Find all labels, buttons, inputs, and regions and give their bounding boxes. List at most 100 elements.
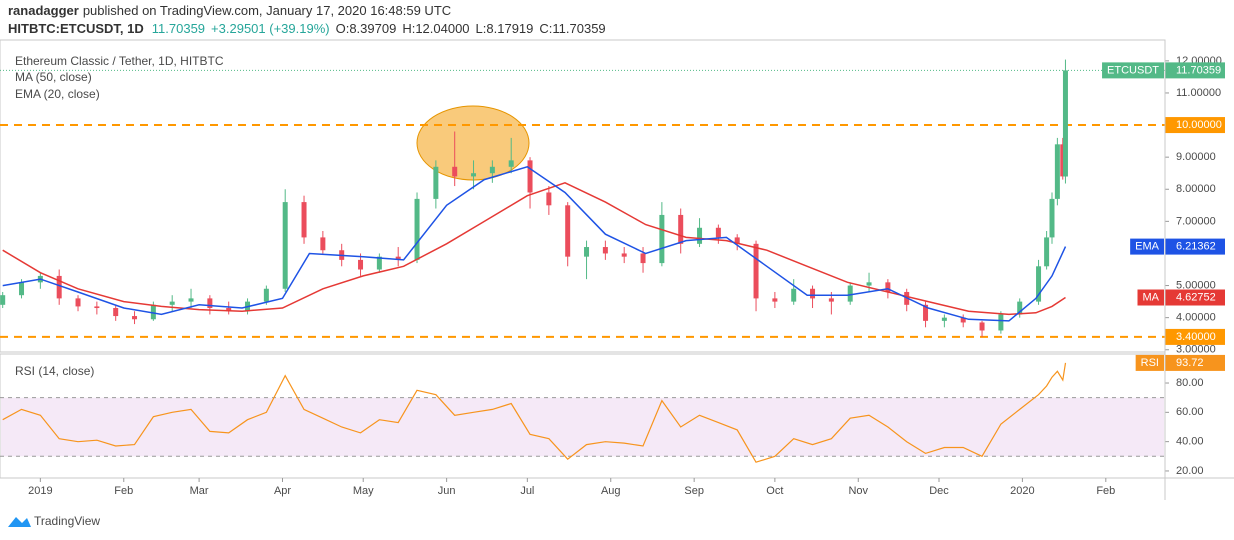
candle-body [584, 247, 590, 257]
candle-body [452, 166, 458, 177]
highlight-ellipse [416, 105, 530, 181]
candle-body [697, 227, 703, 244]
candle-body [0, 295, 6, 305]
published: published on TradingView.com, January 17… [83, 3, 451, 18]
candle-body [1060, 144, 1066, 177]
candle-body [1054, 144, 1060, 199]
candle-body [602, 247, 608, 254]
candle-body [866, 282, 872, 286]
candle-body [847, 285, 853, 302]
low: L:8.17919 [476, 21, 534, 36]
candle-body [489, 166, 495, 174]
tag-name: EMA [1135, 241, 1160, 253]
y-tick-label: 80.00 [1176, 377, 1204, 389]
x-tick-label: Sep [684, 485, 704, 497]
candle-body [207, 298, 213, 309]
candle-body [1036, 266, 1042, 302]
candle-body [1044, 237, 1050, 267]
close: C:11.70359 [539, 21, 605, 36]
candle-body [941, 317, 947, 321]
candle-body [734, 237, 740, 244]
x-tick-label: Feb [114, 485, 133, 497]
candle-body [753, 243, 759, 299]
candle-body [169, 301, 175, 305]
author: ranadagger [8, 3, 79, 18]
candle-body [659, 214, 665, 264]
axis-tag [1165, 328, 1225, 345]
x-tick-label: Feb [1096, 485, 1115, 497]
tag-name-box [1137, 289, 1164, 306]
axis-tag-label: 11.70359 [1176, 64, 1221, 76]
axis-tag-label: 4.62752 [1176, 291, 1216, 303]
x-tick-label: Jun [438, 485, 456, 497]
x-tick-label: Mar [190, 485, 209, 497]
tag-name: ETCUSDT [1107, 64, 1159, 76]
candle-body [471, 173, 477, 177]
candle-body [263, 288, 269, 302]
candle-body [885, 282, 891, 292]
symbol-line: HITBTC:ETCUSDT, 1D 11.70359 +3.29501 (+39.… [8, 21, 606, 36]
x-tick-label: 2019 [28, 485, 52, 497]
axis-tag-label: 6.21362 [1176, 241, 1216, 253]
candle-body [715, 227, 721, 238]
x-tick-label: 2020 [1010, 485, 1034, 497]
candle-body [810, 288, 816, 299]
candle-body [508, 160, 514, 167]
candle-body [282, 202, 288, 289]
candle-body [1049, 198, 1055, 238]
candle-body [621, 253, 627, 257]
candle-body [132, 316, 138, 320]
candle-body [1062, 70, 1068, 177]
candle-body [828, 298, 834, 302]
candle-body [395, 256, 401, 260]
rsi-band [1, 397, 1164, 457]
candle-body [979, 322, 985, 331]
axis-tag [1165, 62, 1225, 79]
candle-body [791, 288, 797, 302]
candle-body [923, 304, 929, 321]
open: O:8.39709 [336, 21, 397, 36]
candle-body [320, 237, 326, 251]
candle-body [433, 166, 439, 199]
footer: TradingView [8, 514, 100, 528]
axis-tag [1165, 354, 1225, 371]
candle-body [772, 298, 778, 302]
axis-tag [1165, 238, 1225, 255]
candle-body [75, 298, 81, 307]
indicator-line [2, 165, 1067, 322]
logo-icon [8, 517, 31, 527]
candle-body [376, 256, 382, 270]
candle-body [960, 317, 966, 323]
candle-body [94, 306, 100, 309]
x-tick-label: Oct [766, 485, 783, 497]
axis-tag [1165, 117, 1225, 134]
y-tick-label: 9.00000 [1176, 151, 1216, 163]
x-tick-label: Aug [601, 485, 621, 497]
candle-body [640, 253, 646, 264]
candle-body [678, 214, 684, 244]
candle-body [188, 298, 194, 302]
axis-tag-label: 93.72 [1176, 357, 1204, 369]
brand: TradingView [34, 514, 100, 528]
rsi-pane-title: RSI (14, close) [15, 364, 94, 378]
y-tick-label: 60.00 [1176, 406, 1204, 418]
x-tick-label: May [353, 485, 374, 497]
candle-body [546, 192, 552, 206]
y-tick-label: 7.00000 [1176, 215, 1216, 227]
candle-body [226, 308, 232, 312]
candle-body [150, 304, 156, 320]
y-tick-label: 3.00000 [1176, 344, 1216, 356]
candle-body [565, 205, 571, 257]
axis-tag [1165, 289, 1225, 306]
symbol: HITBTC:ETCUSDT, 1D [8, 21, 144, 36]
tag-name-box [1102, 62, 1164, 79]
y-tick-label: 40.00 [1176, 436, 1204, 448]
candle-body [56, 275, 62, 299]
x-tick-label: Dec [929, 485, 949, 497]
x-tick-label: Apr [274, 485, 291, 497]
tag-name-box [1135, 354, 1164, 371]
candle-body [358, 259, 364, 270]
header-line: ranadagger published on TradingView.com, … [8, 3, 451, 18]
y-tick-label: 20.00 [1176, 465, 1204, 477]
